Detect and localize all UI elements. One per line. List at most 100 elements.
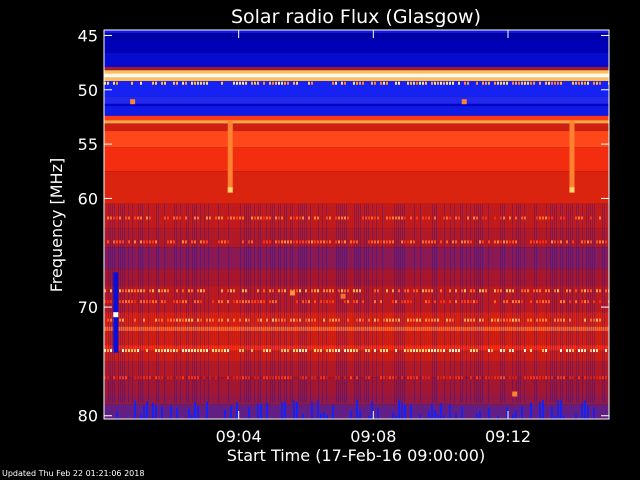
speckle — [107, 240, 109, 244]
background-speck — [368, 415, 370, 419]
speckle — [602, 376, 604, 380]
speckle — [545, 300, 547, 304]
speckle — [275, 318, 277, 322]
speckle — [362, 81, 364, 85]
speckle — [164, 289, 166, 293]
speckle — [476, 349, 478, 353]
speckle — [323, 318, 325, 322]
background-speck — [557, 400, 559, 419]
spectrum-band — [104, 33, 609, 39]
speckle — [422, 349, 424, 353]
texture-streak — [108, 203, 109, 403]
speckle — [344, 289, 346, 293]
speckle — [302, 240, 304, 244]
speckle — [209, 318, 211, 322]
texture-streak — [592, 203, 593, 403]
speckle — [545, 376, 547, 380]
speckle — [602, 240, 604, 244]
speckle — [167, 216, 169, 220]
speckle — [173, 240, 175, 244]
texture-streak — [552, 203, 553, 403]
speckle — [539, 300, 541, 304]
speckle — [353, 289, 355, 293]
hotspot — [113, 312, 119, 318]
texture-streak — [424, 203, 425, 403]
speckle — [206, 240, 208, 244]
speckle — [248, 376, 250, 380]
hotspot — [512, 391, 518, 397]
background-speck — [419, 414, 421, 419]
texture-streak — [438, 203, 439, 403]
texture-streak — [174, 203, 175, 403]
speckle — [479, 240, 481, 244]
speckle — [476, 216, 478, 220]
spectrum-band — [104, 52, 609, 67]
background-speck — [332, 404, 334, 419]
speckle — [485, 289, 487, 293]
texture-streak — [598, 203, 599, 403]
speckle — [530, 318, 532, 322]
speckle — [389, 240, 391, 244]
texture-streak — [260, 203, 261, 403]
speckle — [122, 349, 124, 353]
speckle — [422, 376, 424, 380]
speckle — [110, 300, 112, 304]
speckle — [170, 376, 172, 380]
texture-streak — [350, 203, 351, 403]
texture-streak — [298, 203, 299, 403]
speckle-row — [107, 240, 607, 244]
speckle — [323, 300, 325, 304]
speckle — [533, 376, 535, 380]
speckle — [203, 376, 205, 380]
texture-streak — [514, 203, 515, 403]
speckle — [128, 349, 130, 353]
texture-streaks — [104, 203, 609, 403]
speckle — [167, 240, 169, 244]
background-speck — [302, 414, 304, 419]
texture-streak — [164, 203, 165, 403]
texture-streak — [324, 203, 325, 403]
speckle — [431, 318, 433, 322]
speckle — [512, 300, 514, 304]
speckle — [269, 300, 271, 304]
speckle — [464, 240, 466, 244]
speckle — [536, 289, 538, 293]
texture-streak — [218, 203, 219, 403]
speckle — [167, 349, 169, 353]
texture-streak — [386, 203, 387, 403]
speckle — [482, 240, 484, 244]
speckle — [329, 289, 331, 293]
speckle — [440, 376, 442, 380]
speckle — [245, 318, 247, 322]
texture-streak — [568, 203, 569, 403]
speckle — [461, 376, 463, 380]
background-speck — [194, 402, 196, 419]
spectrum-band — [104, 326, 609, 331]
speckle — [434, 216, 436, 220]
speckle — [152, 81, 154, 85]
background-speck — [392, 412, 394, 419]
speckle — [125, 349, 127, 353]
speckle — [590, 349, 592, 353]
speckle — [275, 376, 277, 380]
speckle — [545, 81, 547, 85]
speckle — [194, 216, 196, 220]
speckle — [176, 216, 178, 220]
texture-streak — [178, 203, 179, 403]
speckle — [509, 376, 511, 380]
speckle — [425, 81, 427, 85]
speckle — [578, 349, 580, 353]
speckle — [572, 376, 574, 380]
speckle — [434, 349, 436, 353]
speckle — [488, 240, 490, 244]
speckle — [344, 376, 346, 380]
background-speck — [326, 414, 328, 419]
texture-streak — [366, 203, 367, 403]
speckle — [452, 240, 454, 244]
speckle — [332, 318, 334, 322]
texture-streak — [226, 203, 227, 403]
speckle — [146, 376, 148, 380]
spectrum-band — [104, 120, 609, 124]
speckle — [548, 300, 550, 304]
speckle — [605, 289, 607, 293]
